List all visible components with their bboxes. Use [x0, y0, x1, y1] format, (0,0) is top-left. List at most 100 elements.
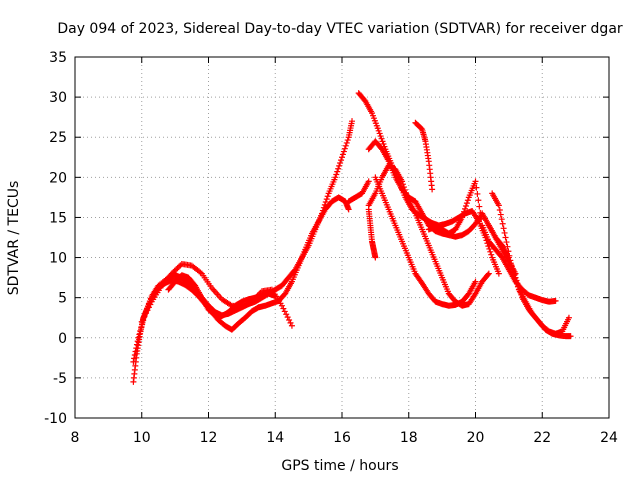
series-track-n [485, 222, 572, 337]
data-point [429, 186, 436, 193]
data-point [495, 270, 502, 277]
data-points [130, 90, 574, 385]
y-tick-label: 5 [58, 291, 67, 307]
y-tick-label: 0 [58, 331, 67, 347]
data-point [476, 203, 483, 210]
data-point [487, 248, 494, 255]
data-point [506, 257, 513, 264]
data-point [460, 211, 467, 218]
data-point [518, 291, 525, 298]
data-point [340, 148, 347, 155]
data-point [509, 266, 516, 273]
data-point [342, 142, 349, 149]
x-tick-label: 20 [467, 430, 485, 446]
data-point [376, 130, 383, 137]
data-point [402, 189, 409, 196]
x-tick-label: 24 [600, 430, 618, 446]
data-point [131, 351, 138, 358]
x-tick-label: 18 [400, 430, 418, 446]
data-point [510, 268, 517, 275]
y-axis-title: SDTVAR / TECUs [6, 181, 22, 296]
series-track-h [372, 174, 479, 309]
data-point [341, 145, 348, 152]
data-point [403, 192, 410, 199]
data-point [461, 208, 468, 215]
data-point [475, 197, 482, 204]
data-point [400, 181, 407, 188]
y-tick-label: 30 [49, 90, 67, 106]
data-point [177, 262, 184, 269]
data-point [565, 314, 572, 321]
data-point [130, 358, 137, 365]
data-point [379, 138, 386, 145]
series-track-m [489, 190, 574, 340]
data-point [332, 174, 339, 181]
data-point [372, 254, 379, 261]
data-point [512, 274, 519, 281]
data-point [173, 266, 180, 273]
data-point [472, 278, 479, 285]
data-point [567, 333, 574, 340]
data-point [136, 331, 143, 338]
data-point [344, 137, 351, 144]
data-point [322, 198, 329, 205]
data-point [131, 355, 138, 362]
data-point [486, 245, 493, 252]
data-point [318, 210, 325, 217]
data-point [495, 202, 502, 209]
data-point [377, 133, 384, 140]
y-tick-label: 35 [49, 50, 67, 66]
data-point [501, 229, 508, 236]
x-axis-title: GPS time / hours [281, 458, 398, 474]
data-point [500, 225, 507, 232]
data-point [404, 195, 411, 202]
series-track-j [345, 178, 372, 205]
data-point [477, 209, 484, 216]
data-point [508, 263, 515, 270]
data-point [133, 345, 140, 352]
data-point [517, 288, 524, 295]
data-point [462, 202, 469, 209]
data-point [343, 139, 350, 146]
data-point [463, 200, 470, 207]
series-track-g [365, 162, 492, 309]
data-point [281, 308, 288, 315]
x-tick-label: 16 [333, 430, 351, 446]
data-point [339, 154, 345, 161]
data-point [132, 348, 139, 355]
data-point [137, 327, 144, 334]
data-point [464, 197, 471, 204]
data-point [334, 168, 341, 175]
y-tick-label: 10 [49, 251, 67, 267]
data-point [337, 160, 344, 167]
data-point [321, 201, 328, 208]
data-point [516, 286, 523, 293]
data-point [378, 135, 385, 142]
data-point [478, 216, 485, 223]
chart-title: Day 094 of 2023, Sidereal Day-to-day VTE… [57, 21, 623, 37]
data-point [459, 214, 466, 221]
y-tick-label: 25 [49, 130, 67, 146]
data-point [511, 271, 518, 278]
data-point [401, 186, 408, 193]
data-point [472, 178, 479, 185]
x-tick-label: 14 [266, 430, 284, 446]
data-point [375, 127, 382, 134]
data-point [138, 324, 145, 331]
data-point [133, 341, 140, 348]
data-point [272, 293, 279, 300]
data-point [498, 216, 505, 223]
data-point [503, 239, 510, 246]
data-point [280, 305, 287, 312]
data-point [505, 254, 512, 261]
data-point [474, 190, 481, 197]
y-tick-label: -5 [53, 371, 67, 387]
data-point [134, 338, 141, 345]
data-point [284, 314, 291, 321]
data-point [380, 140, 387, 147]
data-point [324, 193, 331, 200]
axes: 8 10 12 14 16 18 20 22 24 -10 -5 0 5 10 15 20 25 30 35 [44, 50, 618, 446]
data-point [484, 271, 491, 278]
y-tick-label: 20 [49, 170, 67, 186]
